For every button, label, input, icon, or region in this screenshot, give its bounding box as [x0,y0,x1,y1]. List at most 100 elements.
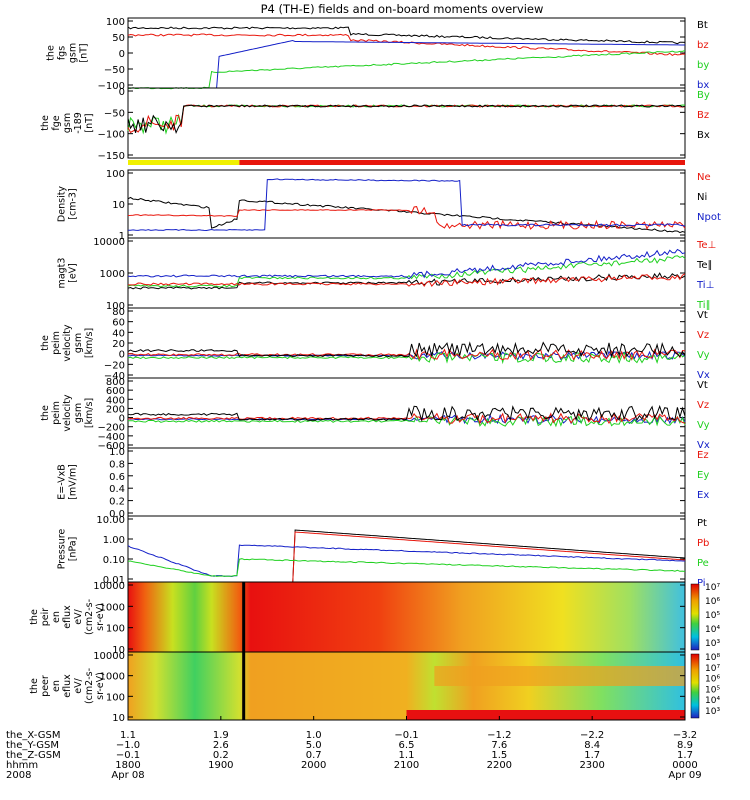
y-tick-label: 1.0 [109,447,125,458]
panel-frame [127,307,686,379]
panel-frame [127,447,686,517]
y-tick-label: 100 [106,169,125,180]
y-axis-label: peim [51,401,62,425]
y-tick-label: 60 [112,318,125,329]
x-row-label: 2008 [6,770,31,781]
x-col-value: Apr 09 [668,770,701,781]
colorbar-label: 10⁵ [705,611,720,621]
x-col-value: 1.0 [306,730,322,741]
y-axis-label: eflux [62,674,73,698]
trace-B-green [127,104,686,135]
x-col-value: 1800 [115,760,140,771]
spectrogram-gap [242,652,246,720]
colorbar-label: 10³ [705,707,720,717]
y-tick-label: 100 [106,624,125,635]
trace-Npot [127,178,686,232]
y-tick-label: 10 [112,200,125,211]
x-col-value: 2200 [487,760,512,771]
spectrogram-band-low [406,710,685,720]
y-tick-label: 1000 [100,602,125,613]
y-axis-label: en [51,611,62,623]
trace-Pb [128,531,686,587]
panel-frame [127,17,686,89]
y-tick-label: 0 [119,414,125,425]
legend-Vz: Vz [697,400,709,411]
trace-Tiperp [127,248,686,280]
legend-Vx: Vx [697,440,710,451]
mode-bar-fast [239,160,685,165]
y-axis-label: [km/s] [84,328,95,358]
x-col-value: −0.1 [116,750,140,761]
legend-Npot: Npot [697,212,721,223]
legend-Vt: Vt [697,310,708,321]
y-tick-label: 10 [112,713,125,724]
y-axis-label: (cm2-s- [84,668,95,704]
y-axis-label: sr-eV) [95,603,106,631]
colorbar-label: 10⁴ [705,696,720,706]
y-tick-label: 0.0 [109,509,125,520]
y-axis-label: velocity [62,394,73,432]
y-axis-label: [nT] [79,43,90,62]
x-col-value: −3.2 [673,730,697,741]
trace-Pi [127,544,685,578]
y-axis-label: the [29,678,40,694]
x-col-value: 0.2 [213,750,229,761]
y-tick-label: 0.2 [109,497,125,508]
y-tick-label: 1.00 [103,535,125,546]
panel-frame [127,87,686,159]
x-col-value: 0000 [672,760,697,771]
trace-Vz [127,348,686,361]
colorbar [690,653,700,719]
y-tick-label: −150 [98,151,125,162]
y-axis-label: the [40,405,51,421]
trace-bx [128,39,685,89]
legend-Ti∥: Ti∥ [696,300,711,311]
trace-Ni [127,196,686,234]
legend-Ti⊥: Ti⊥ [696,280,714,291]
x-col-value: 1900 [208,760,233,771]
legend-Vt: Vt [697,380,708,391]
legend-Vz: Vz [697,330,709,341]
y-axis-label: the [46,45,57,61]
y-tick-label: −200 [98,423,125,434]
y-axis-label: [cm-3] [68,188,79,219]
spectrogram-fill [128,582,685,652]
y-tick-label: 1000 [100,672,125,683]
x-col-value: −1.0 [116,740,140,751]
trace-Vy [128,414,686,428]
trace-B-black [127,104,686,135]
figure-title: P4 (TH-E) fields and on-board moments ov… [261,2,544,16]
x-col-value: Apr 08 [111,770,144,781]
colorbar [690,583,700,651]
y-axis-label: en [51,680,62,692]
legend-Bx: Bx [697,130,710,141]
y-tick-label: 600 [106,386,125,397]
colorbar-label: 10⁸ [705,653,720,663]
y-tick-label: 0.01 [103,575,125,586]
colorbar-label: 10⁷ [705,664,720,674]
y-axis-label: peim [51,331,62,355]
y-tick-label: 0 [119,87,125,98]
y-axis-label: [mV/m] [68,464,79,500]
colorbar-label: 10⁴ [705,625,720,635]
y-tick-label: −100 [98,130,125,141]
x-col-value: 2300 [579,760,604,771]
legend-Vx: Vx [697,370,710,381]
y-axis-label: E=-VxB [57,464,68,499]
panel-pressure: 10.00 1.00 0.10 0.01 Pressure [nPa] Pt Pb Pe Pi [57,515,710,589]
x-col-value: 7.6 [491,740,507,751]
y-tick-label: 400 [106,395,125,406]
trace-Vt [127,404,686,423]
y-axis-label: gsm [73,403,84,423]
y-axis-label: eflux [62,605,73,629]
y-tick-label: 1000 [100,269,125,280]
y-tick-label: 10 [112,645,125,656]
legend-Te∥: Te∥ [696,260,713,271]
x-col-value: 8.4 [584,740,600,751]
trace-Pe [127,558,686,577]
x-col-value: 2.6 [213,740,229,751]
legend-Pi: Pi [697,578,706,589]
legend-Vy: Vy [697,350,710,361]
